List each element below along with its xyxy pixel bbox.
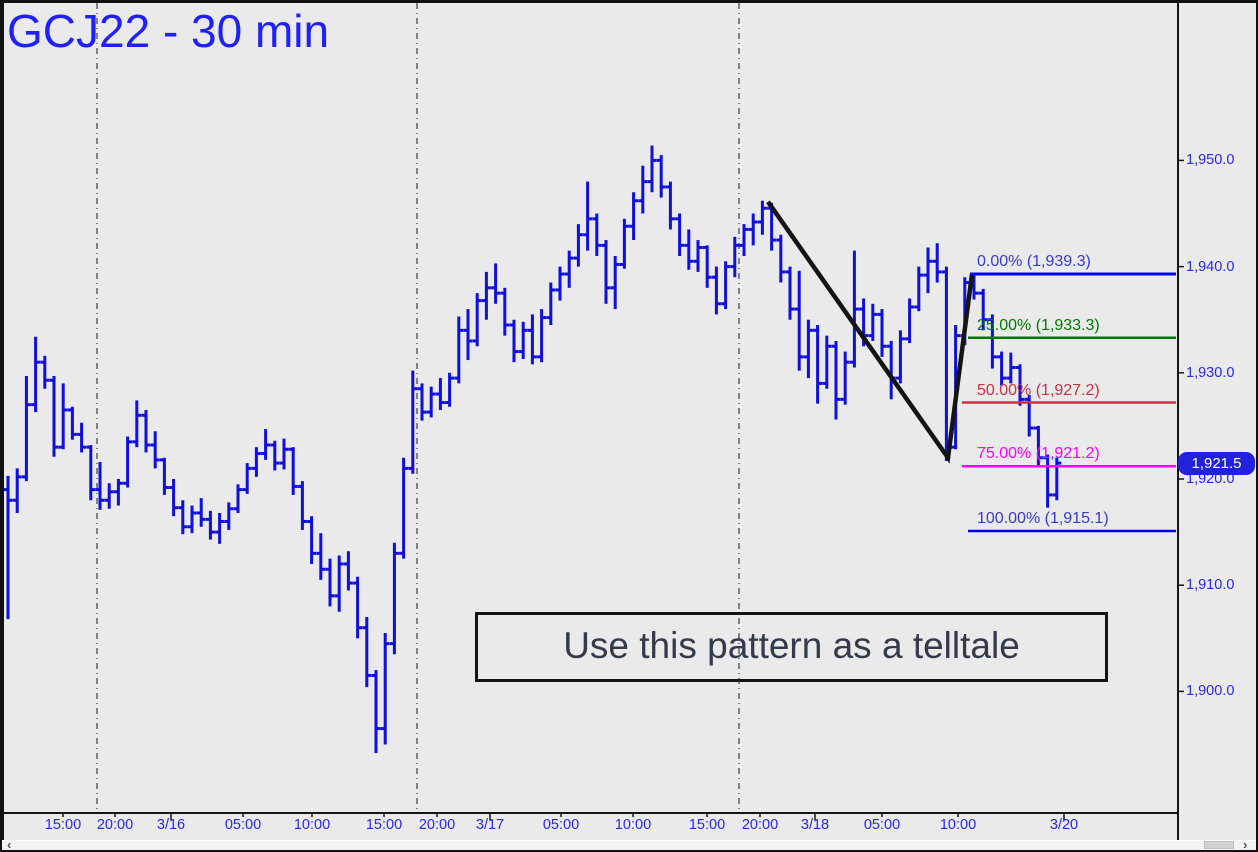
last-price-badge: 1,921.5 xyxy=(1178,451,1255,475)
time-axis-label: 15:00 xyxy=(44,817,82,833)
price-axis-label: 1,920.0 xyxy=(1186,471,1235,487)
price-scale-column xyxy=(1177,3,1256,840)
fib-label: 100.00% (1,915.1) xyxy=(977,510,1109,528)
chart-plot-area[interactable] xyxy=(4,3,1177,812)
time-axis-label: 05:00 xyxy=(224,817,262,833)
time-scale-row xyxy=(4,812,1177,840)
scroll-right-arrow-icon[interactable]: › xyxy=(1243,837,1248,852)
time-axis-label: 10:00 xyxy=(614,817,652,833)
time-axis-label: 3/17 xyxy=(475,817,505,833)
fib-label: 25.00% (1,933.3) xyxy=(977,316,1100,334)
price-axis-label: 1,900.0 xyxy=(1186,683,1235,700)
price-axis-label: 1,910.0 xyxy=(1186,577,1235,594)
annotation-note: Use this pattern as a telltale xyxy=(475,612,1108,682)
price-axis-label: 1,940.0 xyxy=(1186,258,1235,275)
scroll-left-arrow-icon[interactable]: ‹ xyxy=(7,837,12,852)
price-axis-label: 1,950.0 xyxy=(1186,152,1235,169)
chart-title: GCJ22 - 30 min xyxy=(7,5,330,57)
time-axis-label: 05:00 xyxy=(863,817,901,833)
fib-label: 0.00% (1,939.3) xyxy=(977,253,1091,271)
time-axis-label: 10:00 xyxy=(939,817,977,833)
time-axis-label: 10:00 xyxy=(293,817,331,833)
time-axis-label: 20:00 xyxy=(418,817,456,833)
time-axis-label: 15:00 xyxy=(688,817,726,833)
time-axis-label: 3/18 xyxy=(800,817,830,833)
horizontal-scrollbar[interactable] xyxy=(2,840,1256,850)
fib-label: 75.00% (1,921.2) xyxy=(977,445,1100,463)
time-axis-label: 15:00 xyxy=(365,817,403,833)
time-axis-label: 20:00 xyxy=(96,817,134,833)
time-axis-label: 3/16 xyxy=(156,817,186,833)
time-axis-label: 05:00 xyxy=(542,817,580,833)
scroll-thumb[interactable] xyxy=(1204,841,1234,849)
time-axis-label: 20:00 xyxy=(741,817,779,833)
time-axis-label: 3/20 xyxy=(1049,817,1079,833)
price-axis-label: 1,930.0 xyxy=(1186,364,1235,381)
fib-label: 50.00% (1,927.2) xyxy=(977,381,1100,399)
